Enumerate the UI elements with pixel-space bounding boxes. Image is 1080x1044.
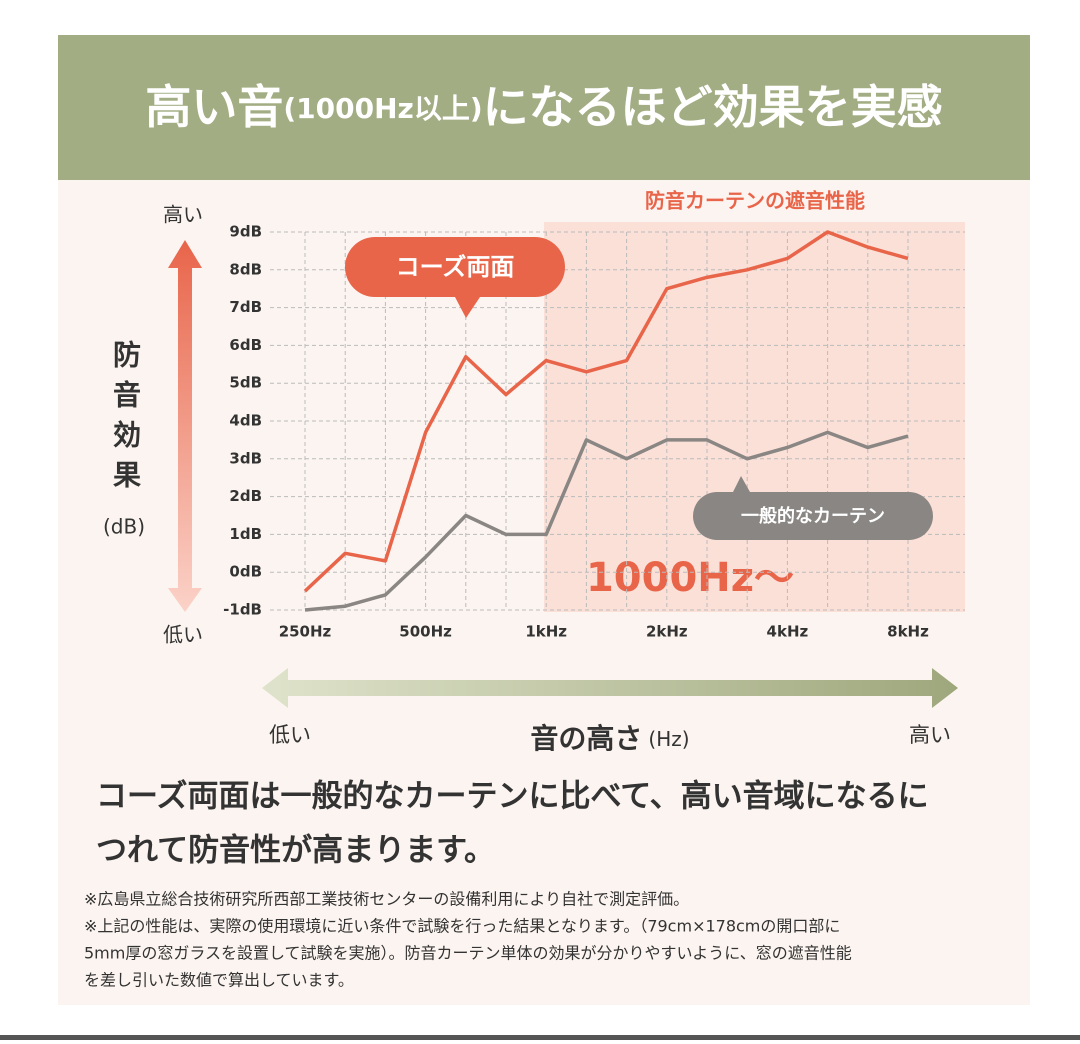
x-tick-label: 250Hz [279, 623, 332, 641]
note-line: 5mm厚の窓ガラスを設置して試験を実施）。防音カーテン単体の効果が分かりやすいよ… [84, 944, 852, 963]
y-tick-label: 1dB [229, 525, 262, 543]
note-line: ※上記の性能は、実際の使用環境に近い条件で試験を行った結果となります。（79cm… [84, 917, 840, 936]
x-axis-title: 音の高さ (Hz) [530, 722, 689, 755]
y-tick-label: 3dB [229, 449, 262, 467]
y-arrow [168, 240, 202, 612]
series-line [303, 230, 909, 593]
x-tick-label: 4kHz [767, 623, 809, 641]
x-high: 高い [909, 723, 951, 747]
y-tick-label: 4dB [229, 412, 262, 430]
y-tick-label: -1dB [223, 601, 262, 619]
y-tick-label: 7dB [229, 298, 262, 316]
series-line [304, 430, 909, 612]
header [58, 35, 1030, 180]
legend-label: 一般的なカーテン [741, 505, 885, 527]
legend-bubble [693, 476, 933, 540]
description-line: コーズ両面は一般的なカーテンに比べて、高い音域になるに [96, 779, 929, 815]
title-part: 高い音 [145, 80, 283, 134]
title-part: になるほど効果を実感 [483, 80, 943, 134]
x-axis-label: 音の高さ [530, 722, 642, 755]
y-tick-label: 9dB [229, 223, 262, 241]
highlight-region [544, 222, 965, 612]
x-arrow [262, 668, 958, 708]
y-tick-label: 6dB [229, 336, 262, 354]
y-tick-label: 8dB [229, 260, 262, 278]
y-high: 高い [163, 203, 203, 227]
x-axis-unit: (Hz) [648, 727, 689, 751]
y-tick-label: 2dB [229, 487, 262, 505]
bottom-bar [0, 1035, 1080, 1040]
legend-label: コーズ両面 [396, 253, 515, 281]
y-axis-unit: (dB) [103, 515, 145, 539]
y-tick-label: 0dB [229, 563, 262, 581]
x-tick-label: 8kHz [887, 623, 929, 641]
note-line: を差し引いた数値で算出しています。 [84, 971, 354, 990]
x-low: 低い [269, 723, 311, 747]
x-tick-label: 2kHz [646, 623, 688, 641]
description-line: つれて防音性が高まります。 [96, 833, 495, 869]
title-part: (1000Hz以上) [283, 92, 482, 125]
header-title: 高い音(1000Hz以上)になるほど効果を実感 [145, 80, 942, 134]
y-tick-label: 5dB [229, 374, 262, 392]
x-tick-label: 500Hz [399, 623, 452, 641]
x-tick-label: 1kHz [525, 623, 567, 641]
highlight-label: 防音カーテンの遮音性能 [645, 189, 865, 213]
chart: 250Hz 500Hz 1kHz 2kHz 4kHz 8kHz -1dB 0dB 1dB 2dB 3… [223, 223, 965, 641]
note-line: ※広島県立総合技術研究所西部工業技術センターの設備利用により自社で測定評価。 [84, 890, 689, 909]
legend-bubble [345, 237, 565, 318]
y-low: 低い [163, 623, 203, 647]
y-axis-label: 防音効果 [109, 340, 142, 500]
highlight-text: 1000Hz〜 [586, 555, 794, 601]
